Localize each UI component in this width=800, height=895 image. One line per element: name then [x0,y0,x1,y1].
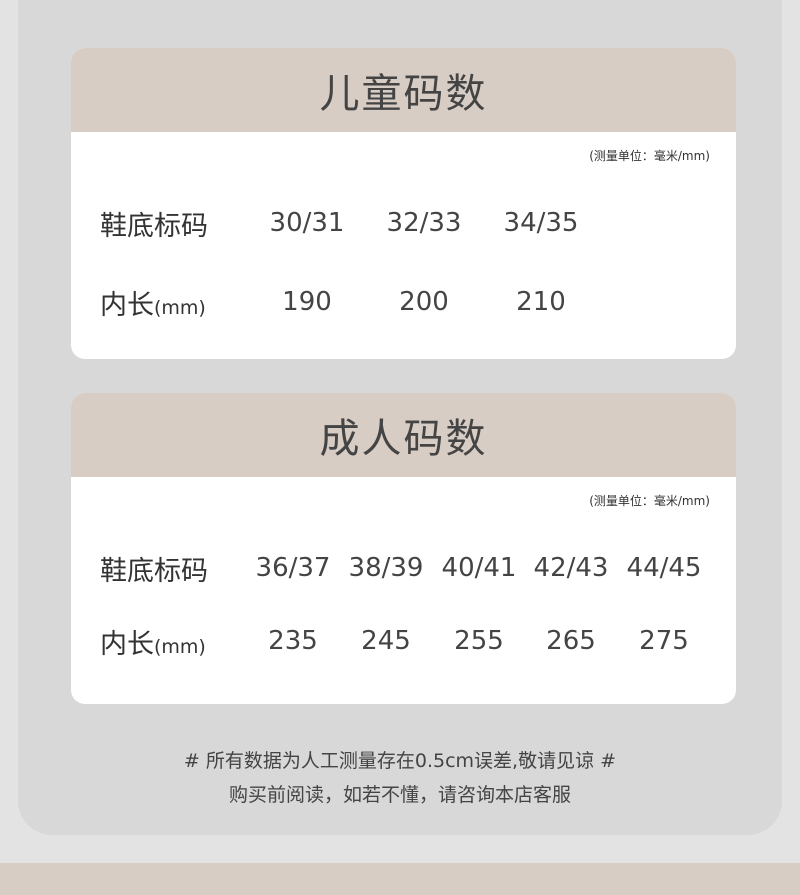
customer-service-note: 购买前阅读，如若不懂，请咨询本店客服 [228,784,571,806]
size-cell: 44/45 [626,553,702,583]
size-cell: 40/41 [441,553,517,583]
size-cell: 42/43 [533,553,609,583]
length-cell: 245 [361,626,411,656]
adult-size-card: 成人码数 (测量单位：毫米/mm) 鞋底标码 36/37 38/39 40/41… [71,393,736,704]
adult-title: 成人码数 [71,393,736,477]
kids-length-row: 内长(mm) 190 200 210 [71,283,736,323]
measurement-disclaimer: # 所有数据为人工测量存在0.5cm误差,敬请见谅 # [183,750,617,772]
length-label: 内长(mm) [100,290,206,321]
adult-unit-note: (测量单位：毫米/mm) [589,494,710,508]
size-cell: 38/39 [348,553,424,583]
kids-size-row: 鞋底标码 30/31 32/33 34/35 [71,204,736,244]
kids-size-card: 儿童码数 (测量单位：毫米/mm) 鞋底标码 30/31 32/33 34/35… [71,48,736,359]
size-cell: 32/33 [386,208,462,238]
adult-size-row: 鞋底标码 36/37 38/39 40/41 42/43 44/45 [71,549,736,589]
size-cell: 30/31 [269,208,345,238]
length-cell: 255 [454,626,504,656]
size-cell: 36/37 [255,553,331,583]
kids-title: 儿童码数 [71,48,736,132]
size-cell: 34/35 [503,208,579,238]
length-cell: 235 [268,626,318,656]
length-cell: 265 [546,626,596,656]
bottom-band [0,863,800,895]
length-cell: 190 [282,287,332,317]
length-cell: 210 [516,287,566,317]
kids-unit-note: (测量单位：毫米/mm) [589,149,710,163]
size-label: 鞋底标码 [100,211,208,242]
length-label: 内长(mm) [100,629,206,660]
length-cell: 200 [399,287,449,317]
adult-length-row: 内长(mm) 235 245 255 265 275 [71,622,736,662]
length-cell: 275 [639,626,689,656]
size-label: 鞋底标码 [100,556,208,587]
